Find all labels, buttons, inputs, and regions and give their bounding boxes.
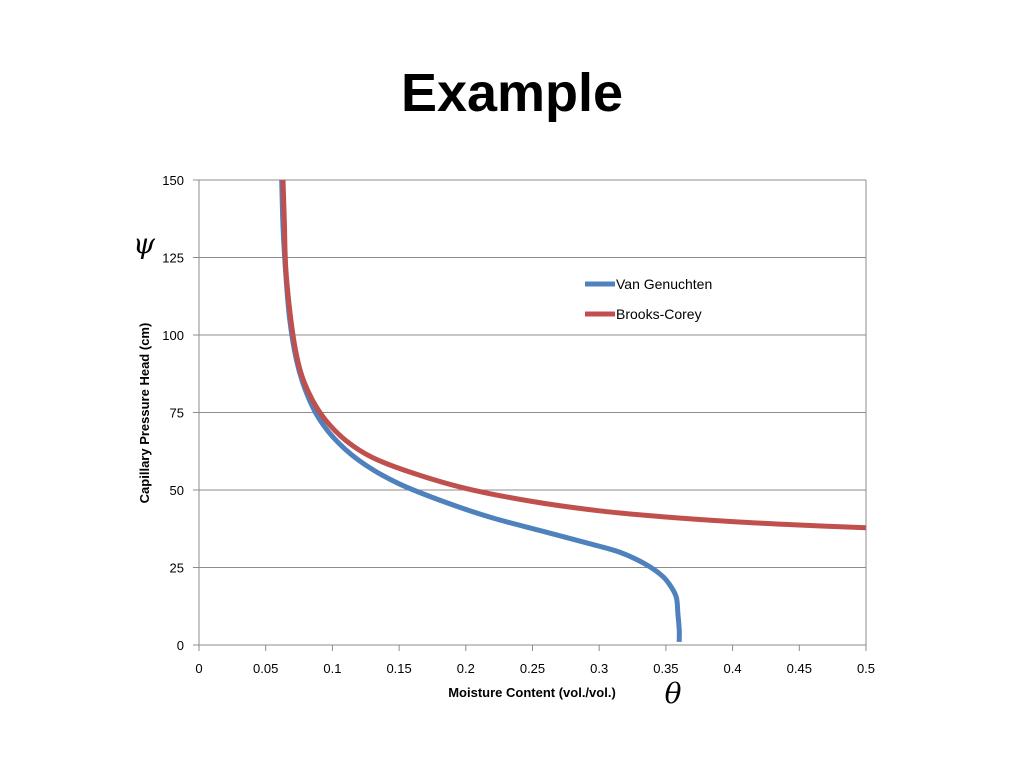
x-tick-label: 0.4 — [724, 661, 742, 676]
x-tick-label: 0.15 — [386, 661, 411, 676]
x-tick-label: 0.3 — [590, 661, 608, 676]
x-tick-label: 0.2 — [457, 661, 475, 676]
x-tick-label: 0.05 — [253, 661, 278, 676]
y-tick-label: 0 — [177, 638, 184, 653]
ticks-layer: 0 25 50 75 100 125 150 0 0.05 0.1 0.15 0.2 0.25 0.3 0.… — [162, 173, 875, 676]
x-tick-label: 0.25 — [520, 661, 545, 676]
y-tick-label: 75 — [170, 406, 184, 421]
legend-label-brooks-corey: Brooks-Corey — [616, 306, 702, 322]
x-axis-symbol: θ — [665, 677, 682, 710]
y-tick-label: 150 — [162, 173, 184, 188]
grid-layer — [199, 179, 866, 568]
y-tick-label: 125 — [162, 251, 184, 266]
y-tick-label: 25 — [170, 561, 184, 576]
series-line-van-genuchten — [279, 179, 682, 642]
series-line-brooks-corey — [280, 179, 867, 531]
x-tick-label: 0.1 — [323, 661, 341, 676]
x-axis-label: Moisture Content (vol./vol.) — [448, 685, 616, 700]
y-tick-label: 100 — [162, 328, 184, 343]
x-tick-label: 0.35 — [653, 661, 678, 676]
y-axis-symbol: ψ — [133, 227, 156, 260]
series-layer — [279, 179, 867, 642]
x-tick-label: 0.45 — [787, 661, 812, 676]
y-tick-label: 50 — [170, 483, 184, 498]
y-axis-label: Capillary Pressure Head (cm) — [137, 323, 152, 504]
legend-label-van-genuchten: Van Genuchten — [616, 276, 712, 292]
x-tick-label: 0 — [195, 661, 202, 676]
legend: Van Genuchten Brooks-Corey — [585, 276, 712, 322]
x-tick-label: 0.5 — [857, 661, 875, 676]
slide-title: Example — [400, 63, 624, 123]
